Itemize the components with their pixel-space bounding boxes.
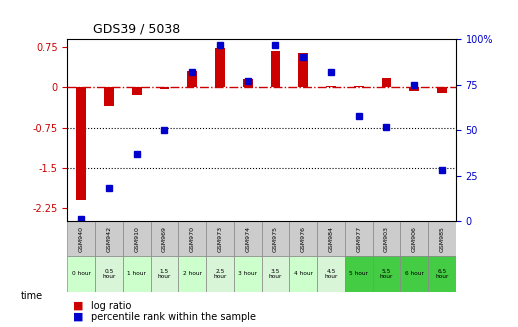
Bar xyxy=(409,87,419,91)
Bar xyxy=(270,51,280,87)
FancyBboxPatch shape xyxy=(178,256,206,291)
Text: GSM970: GSM970 xyxy=(190,226,195,252)
Text: 1.5
hour: 1.5 hour xyxy=(158,268,171,279)
Text: 3.5
hour: 3.5 hour xyxy=(269,268,282,279)
Text: time: time xyxy=(21,291,43,301)
FancyBboxPatch shape xyxy=(206,221,234,256)
Bar xyxy=(298,53,308,87)
FancyBboxPatch shape xyxy=(400,221,428,256)
Text: 6 hour: 6 hour xyxy=(405,271,424,276)
Text: GSM942: GSM942 xyxy=(107,226,111,252)
FancyBboxPatch shape xyxy=(400,256,428,291)
Text: 0 hour: 0 hour xyxy=(71,271,91,276)
Bar xyxy=(188,71,197,87)
Text: 1 hour: 1 hour xyxy=(127,271,146,276)
Text: GSM974: GSM974 xyxy=(245,226,250,252)
Text: GSM984: GSM984 xyxy=(328,226,334,252)
FancyBboxPatch shape xyxy=(372,221,400,256)
FancyBboxPatch shape xyxy=(178,221,206,256)
Text: percentile rank within the sample: percentile rank within the sample xyxy=(91,312,256,322)
FancyBboxPatch shape xyxy=(317,256,345,291)
Bar xyxy=(243,79,253,87)
FancyBboxPatch shape xyxy=(290,221,317,256)
Text: ■: ■ xyxy=(73,312,83,322)
Text: GSM976: GSM976 xyxy=(301,226,306,252)
FancyBboxPatch shape xyxy=(372,256,400,291)
Text: 3 hour: 3 hour xyxy=(238,271,257,276)
Text: GSM975: GSM975 xyxy=(273,226,278,252)
FancyBboxPatch shape xyxy=(428,256,456,291)
FancyBboxPatch shape xyxy=(345,256,372,291)
FancyBboxPatch shape xyxy=(67,221,95,256)
FancyBboxPatch shape xyxy=(262,221,290,256)
FancyBboxPatch shape xyxy=(95,221,123,256)
FancyBboxPatch shape xyxy=(317,221,345,256)
FancyBboxPatch shape xyxy=(151,256,178,291)
FancyBboxPatch shape xyxy=(151,221,178,256)
FancyBboxPatch shape xyxy=(234,221,262,256)
Bar xyxy=(382,78,391,87)
FancyBboxPatch shape xyxy=(290,256,317,291)
FancyBboxPatch shape xyxy=(206,256,234,291)
Bar xyxy=(354,86,364,87)
Bar xyxy=(132,87,141,95)
Text: GSM973: GSM973 xyxy=(218,226,222,252)
Bar xyxy=(76,87,86,200)
Text: 5 hour: 5 hour xyxy=(349,271,368,276)
Bar xyxy=(215,48,225,87)
Text: GDS39 / 5038: GDS39 / 5038 xyxy=(93,23,180,36)
Text: 5.5
hour: 5.5 hour xyxy=(380,268,393,279)
Text: GSM940: GSM940 xyxy=(79,226,84,252)
FancyBboxPatch shape xyxy=(262,256,290,291)
Text: log ratio: log ratio xyxy=(91,301,131,311)
Bar xyxy=(326,86,336,87)
FancyBboxPatch shape xyxy=(123,256,151,291)
Text: 4 hour: 4 hour xyxy=(294,271,313,276)
Text: 6.5
hour: 6.5 hour xyxy=(435,268,449,279)
Text: GSM906: GSM906 xyxy=(412,226,416,252)
Text: GSM985: GSM985 xyxy=(439,226,444,252)
FancyBboxPatch shape xyxy=(123,221,151,256)
Text: 2.5
hour: 2.5 hour xyxy=(213,268,227,279)
Text: GSM969: GSM969 xyxy=(162,226,167,252)
Text: GSM977: GSM977 xyxy=(356,226,361,252)
Text: 0.5
hour: 0.5 hour xyxy=(102,268,116,279)
Bar xyxy=(104,87,114,106)
Bar xyxy=(437,87,447,93)
FancyBboxPatch shape xyxy=(234,256,262,291)
Bar xyxy=(160,87,169,89)
FancyBboxPatch shape xyxy=(345,221,372,256)
Text: GSM910: GSM910 xyxy=(134,226,139,252)
FancyBboxPatch shape xyxy=(428,221,456,256)
Text: GSM903: GSM903 xyxy=(384,226,389,252)
Text: 2 hour: 2 hour xyxy=(183,271,202,276)
FancyBboxPatch shape xyxy=(67,256,95,291)
Text: ■: ■ xyxy=(73,301,83,311)
FancyBboxPatch shape xyxy=(95,256,123,291)
Text: 4.5
hour: 4.5 hour xyxy=(324,268,338,279)
